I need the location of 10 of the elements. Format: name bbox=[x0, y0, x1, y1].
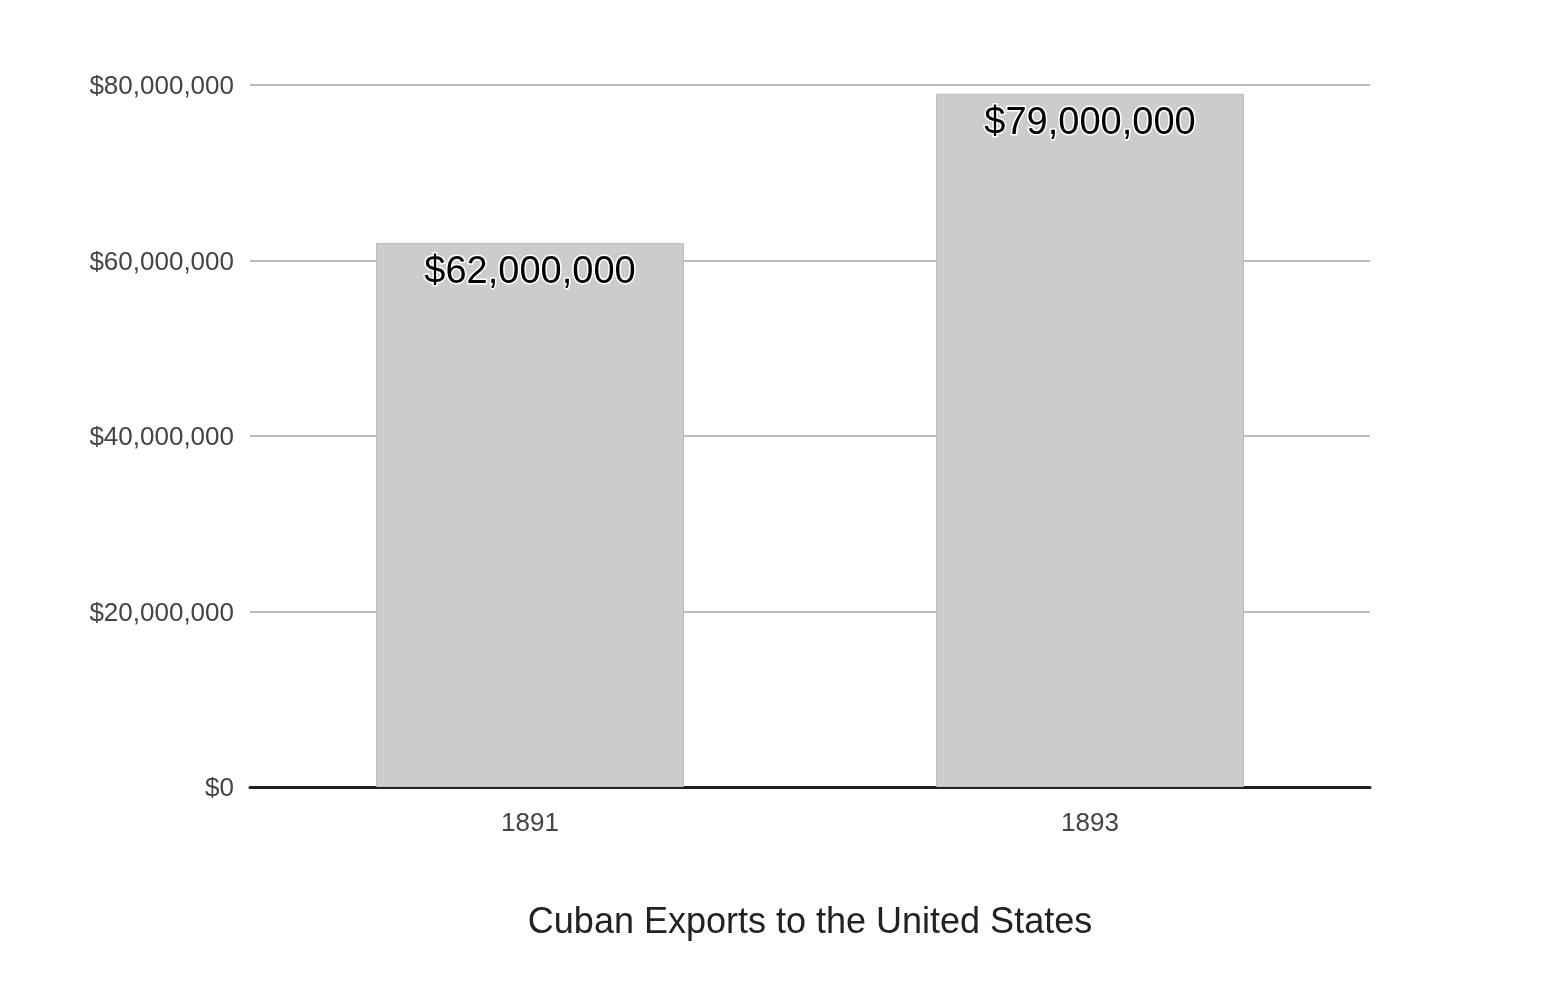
y-tick-label: $60,000,000 bbox=[89, 245, 234, 276]
y-tick-label: $0 bbox=[205, 772, 234, 802]
x-tick-label: 1891 bbox=[501, 807, 559, 837]
y-tick-label: $80,000,000 bbox=[89, 70, 234, 100]
data-label: $79,000,000 bbox=[984, 99, 1196, 142]
y-tick-label: $20,000,000 bbox=[89, 596, 234, 627]
x-axis-title: Cuban Exports to the United States bbox=[527, 899, 1093, 941]
data-label: $62,000,000 bbox=[424, 248, 636, 291]
y-tick-label: $40,000,000 bbox=[89, 421, 234, 451]
x-tick-label: 1893 bbox=[1061, 807, 1119, 837]
